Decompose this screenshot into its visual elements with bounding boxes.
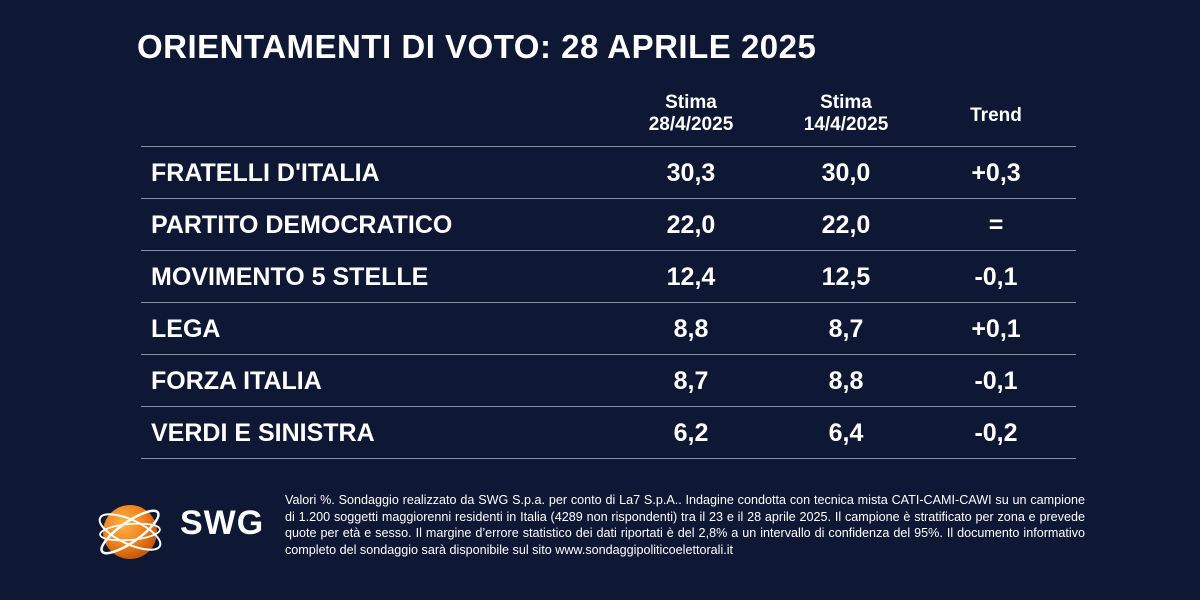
value-current: 22,0 (666, 211, 716, 239)
header-stima-current: Stima 28/4/2025 (616, 92, 766, 136)
orange-globe-icon (98, 505, 162, 559)
value-trend: = (988, 211, 1004, 239)
value-current: 6,2 (673, 419, 709, 447)
header-stima-previous-date: 14/4/2025 (803, 114, 889, 135)
value-trend: -0,2 (974, 419, 1018, 447)
value-previous: 8,7 (828, 315, 864, 343)
swg-logo: SWG (92, 492, 272, 572)
value-current: 8,8 (673, 315, 709, 343)
table-row: PARTITO DEMOCRATICO 22,0 22,0 = (141, 199, 1076, 251)
methodology-note: Valori %. Sondaggio realizzato da SWG S.… (285, 493, 1085, 557)
value-previous: 22,0 (821, 211, 871, 239)
value-trend: -0,1 (974, 263, 1018, 291)
party-name: PARTITO DEMOCRATICO (151, 211, 453, 239)
value-trend: +0,1 (971, 315, 1021, 343)
table-row: FORZA ITALIA 8,7 8,8 -0,1 (141, 355, 1076, 407)
value-previous: 12,5 (821, 263, 871, 291)
header-trend: Trend (970, 105, 1022, 126)
header-stima-previous-label: Stima (820, 92, 872, 113)
value-trend: -0,1 (974, 367, 1018, 395)
party-name: MOVIMENTO 5 STELLE (151, 263, 429, 291)
table-row: VERDI E SINISTRA 6,2 6,4 -0,2 (141, 407, 1076, 459)
table-row: FRATELLI D'ITALIA 30,3 30,0 +0,3 (141, 147, 1076, 199)
value-current: 12,4 (666, 263, 716, 291)
page-title: ORIENTAMENTI DI VOTO: 28 APRILE 2025 (137, 28, 817, 65)
table-row: LEGA 8,8 8,7 +0,1 (141, 303, 1076, 355)
poll-table: Stima 28/4/2025 Stima 14/4/2025 Trend FR… (141, 90, 1076, 459)
value-previous: 30,0 (821, 159, 871, 187)
header-stima-previous: Stima 14/4/2025 (771, 92, 921, 136)
header-stima-current-date: 28/4/2025 (648, 114, 734, 135)
value-previous: 8,8 (828, 367, 864, 395)
party-name: FORZA ITALIA (151, 367, 322, 395)
party-name: VERDI E SINISTRA (151, 419, 375, 447)
table-header: Stima 28/4/2025 Stima 14/4/2025 Trend (141, 90, 1076, 147)
value-current: 8,7 (673, 367, 709, 395)
value-current: 30,3 (666, 159, 716, 187)
party-name: FRATELLI D'ITALIA (151, 159, 380, 187)
table-row: MOVIMENTO 5 STELLE 12,4 12,5 -0,1 (141, 251, 1076, 303)
value-trend: +0,3 (971, 159, 1021, 187)
value-previous: 6,4 (828, 419, 864, 447)
header-stima-current-label: Stima (665, 92, 717, 113)
logo-text: SWG (180, 504, 265, 542)
party-name: LEGA (151, 315, 221, 343)
